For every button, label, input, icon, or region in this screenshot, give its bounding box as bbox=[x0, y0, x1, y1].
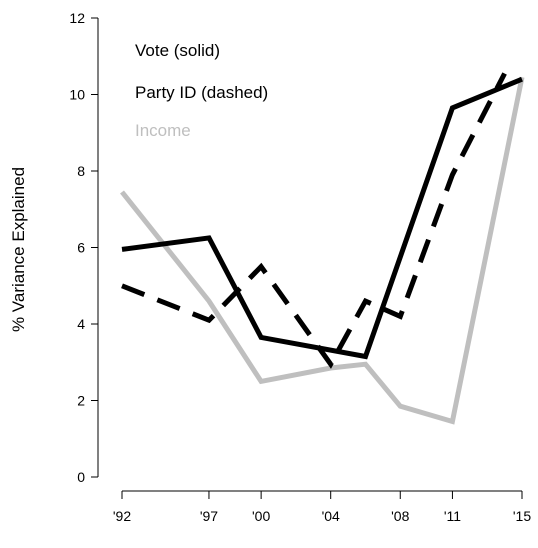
legend-entry: Party ID (dashed) bbox=[135, 83, 268, 102]
x-tick-label: '97 bbox=[200, 508, 218, 524]
y-tick-label: 0 bbox=[77, 469, 85, 485]
series-line-income bbox=[120, 76, 525, 425]
y-tick-label: 2 bbox=[77, 393, 85, 409]
series-line-vote bbox=[121, 76, 523, 360]
x-tick-label: '11 bbox=[444, 508, 461, 524]
y-axis-title: % Variance Explained bbox=[9, 167, 28, 332]
series-layer bbox=[120, 72, 525, 425]
series-line-party-id bbox=[121, 72, 507, 369]
y-tick-label: 4 bbox=[77, 316, 85, 332]
legend-entry: Income bbox=[135, 121, 191, 140]
x-tick-label: '92 bbox=[113, 508, 131, 524]
x-tick-label: '04 bbox=[322, 508, 340, 524]
y-tick-label: 6 bbox=[77, 240, 85, 256]
axes-layer: 0 2 4 6 8 10 12 '92 '97 '00 '04 '08 '11 '15 % Variance… bbox=[9, 10, 531, 524]
x-tick-label: '00 bbox=[252, 508, 270, 524]
y-tick-label: 12 bbox=[69, 10, 85, 26]
y-tick-label: 8 bbox=[77, 163, 85, 179]
legend-entry: Vote (solid) bbox=[135, 41, 220, 60]
y-tick-label: 10 bbox=[69, 87, 85, 103]
x-tick-label: '15 bbox=[513, 508, 531, 524]
legend: Vote (solid) Party ID (dashed) Income bbox=[135, 41, 268, 140]
x-tick-label: '08 bbox=[391, 508, 409, 524]
